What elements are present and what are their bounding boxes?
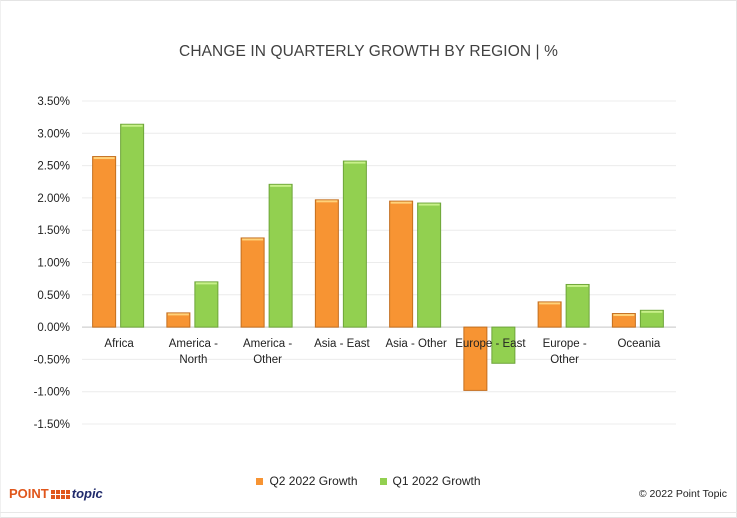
legend-swatch-q1 <box>379 477 387 485</box>
y-tick-label: 0.00% <box>37 322 70 334</box>
bar-q2 <box>240 237 265 328</box>
legend-swatch-q2 <box>256 477 264 485</box>
y-tick-label: -1.00% <box>34 387 70 399</box>
bar-q2 <box>537 301 562 328</box>
y-tick-label: 1.00% <box>37 258 70 270</box>
x-category-label: Europe - East <box>455 338 526 350</box>
bar-highlight <box>167 313 189 316</box>
point-topic-logo: POINT topic <box>9 486 103 501</box>
y-tick-label: 3.50% <box>37 96 70 108</box>
bar-highlight <box>390 201 412 204</box>
bar-q1 <box>491 326 516 364</box>
y-axis-ticks: 3.50% 3.00% 2.50% 2.00% 1.50% 1.00% 0.50% 0.00%… <box>34 96 70 431</box>
bar-highlight <box>344 161 366 164</box>
y-tick-label: 2.50% <box>37 161 70 173</box>
bar-highlight <box>539 302 561 305</box>
bars <box>92 123 664 391</box>
bar-q1 <box>342 160 367 328</box>
bar-highlight <box>613 314 635 317</box>
bar-highlight <box>567 284 589 287</box>
x-category-label: America - <box>169 338 218 350</box>
bar-q2 <box>463 326 488 391</box>
legend: Q2 2022 Growth Q1 2022 Growth <box>0 474 737 488</box>
bar-highlight <box>641 310 663 313</box>
chart-title: CHANGE IN QUARTERLY GROWTH BY REGION | % <box>179 43 558 60</box>
x-category-label: Africa <box>104 338 134 350</box>
bar-q2 <box>166 312 191 328</box>
bar-highlight <box>242 238 264 241</box>
bar-q1 <box>120 123 145 328</box>
bar-highlight <box>121 124 143 127</box>
x-category-label: Other <box>550 354 579 366</box>
bar-q1 <box>268 183 293 328</box>
x-category-label: Europe - <box>543 338 587 350</box>
x-category-label: America - <box>243 338 292 350</box>
bar-q1 <box>194 281 219 328</box>
copyright-text: © 2022 Point Topic <box>638 488 727 500</box>
bar-q2 <box>92 156 117 328</box>
bar-highlight <box>195 282 217 285</box>
x-category-label: Oceania <box>617 338 660 350</box>
bar-q1 <box>417 202 442 328</box>
x-category-label: Other <box>253 354 282 366</box>
bar-q2 <box>389 200 414 328</box>
bar-q1 <box>565 283 590 328</box>
bar-highlight <box>316 200 338 203</box>
y-tick-label: -0.50% <box>34 354 70 366</box>
legend-item-q1[interactable]: Q1 2022 Growth <box>379 474 481 488</box>
y-tick-label: 1.50% <box>37 225 70 237</box>
x-category-label: Asia - East <box>314 338 370 350</box>
bar-highlight <box>418 203 440 206</box>
logo-topic-text: topic <box>71 486 103 501</box>
x-category-label: Asia - Other <box>385 338 447 350</box>
y-tick-label: 3.00% <box>37 128 70 140</box>
x-category-label: North <box>179 354 207 366</box>
legend-label-q2: Q2 2022 Growth <box>269 474 358 488</box>
y-tick-label: -1.50% <box>34 419 70 431</box>
bar-highlight <box>93 157 115 160</box>
bar-q2 <box>611 313 636 328</box>
footer-divider <box>0 512 737 513</box>
legend-label-q1: Q1 2022 Growth <box>392 474 481 488</box>
bar-q1 <box>639 309 664 328</box>
x-axis-categories: Africa America - North America - Other Asia -… <box>104 338 660 366</box>
logo-grid-icon <box>50 490 70 499</box>
bar-q2 <box>314 199 339 328</box>
bar-highlight <box>270 184 292 187</box>
y-tick-label: 0.50% <box>37 290 70 302</box>
legend-item-q2[interactable]: Q2 2022 Growth <box>256 474 358 488</box>
gridlines <box>82 100 676 425</box>
logo-point-text: POINT <box>9 486 49 501</box>
y-tick-label: 2.00% <box>37 193 70 205</box>
